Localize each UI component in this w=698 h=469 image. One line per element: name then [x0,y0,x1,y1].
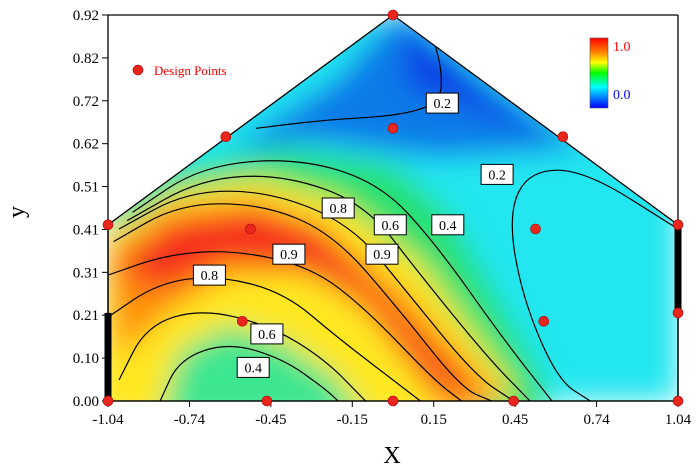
contour-label: 0.8 [192,264,226,286]
x-tick-label: 1.04 [665,412,692,428]
legend-marker [132,64,144,76]
contour-0.9-upper [113,203,492,401]
contour-label: 0.6 [373,214,407,236]
x-tick-label: -0.15 [337,412,368,428]
x-tick-label: 0.45 [502,412,528,428]
contour-0.4-lower [159,345,339,401]
contour-label-text: 0.2 [488,168,506,183]
contour-label-box [431,214,465,236]
design-point [672,395,684,407]
x-tick-label: -0.45 [255,412,286,428]
contour-label-text: 0.8 [329,202,347,217]
design-point [387,9,399,21]
x-tick-label: 0.74 [583,412,610,428]
contour-label-text: 0.9 [280,248,298,263]
x-tick-label: -1.04 [92,412,124,428]
contour-0.6-upper [126,175,531,401]
contour-label: 0.4 [431,214,465,236]
colorbar-max-label: 1.0 [613,40,631,55]
thick-edge-segments [104,224,682,401]
design-point [102,395,114,407]
y-tick-label: 0.51 [73,180,99,196]
contour-label: 0.4 [236,356,270,378]
field-red [119,212,476,393]
contour-0.6-lower [118,312,367,401]
contour-label-box [365,243,399,265]
contour-labels: 0.2 0.2 0.8 0.6 0.4 0.9 0.9 0.8 0.6 0.4 [192,92,514,378]
contour-0.4-upper [132,160,553,401]
contour-label-box [250,323,284,345]
y-tick-label: 0.82 [73,51,99,67]
design-point [261,395,273,407]
contour-label-box [192,264,226,286]
contour-label: 0.9 [365,243,399,265]
y-tick-label: 0.00 [73,394,99,410]
design-point [530,223,541,235]
contour-label-text: 0.8 [201,269,219,284]
contour-0.8-upper [118,190,514,401]
contour-label: 0.2 [425,92,459,114]
contour-label-text: 0.2 [434,97,452,112]
design-point [245,223,256,235]
x-axis-title: X [383,443,400,469]
design-point [557,131,569,142]
design-point [237,315,248,327]
y-tick-label: 0.10 [73,351,99,367]
design-point [538,315,550,327]
contour-label-box [480,163,514,185]
design-point [672,307,684,319]
y-tick-label: 0.31 [73,265,99,281]
legend: Design Points [132,63,227,78]
contour-label: 0.9 [272,243,306,265]
colorbar-min-label: 0.0 [613,88,631,103]
design-point [102,219,114,231]
contour-label-box [236,356,270,378]
contour-label-box [272,243,306,265]
contour-label-text: 0.6 [382,219,400,234]
y-tick-label: 0.21 [73,308,99,324]
contour-label: 0.8 [321,197,355,219]
contour-label-text: 0.4 [439,219,457,234]
y-tick-label: 0.72 [73,94,99,110]
y-tick-label: 0.62 [73,137,99,153]
design-point [508,395,519,407]
contour-0.2-right [511,169,678,401]
legend-label: Design Points [154,63,227,78]
contour-label: 0.6 [250,323,284,345]
design-point [387,123,399,134]
x-tick-label: 0.15 [421,412,447,428]
field-blue-top [228,15,585,158]
design-point [220,131,232,142]
contour-label-box [321,197,355,219]
colorbar-gradient [589,37,609,109]
contour-label: 0.2 [480,163,514,185]
design-point [387,395,399,407]
contour-label-box [425,92,459,114]
contour-0.8-lower [108,277,421,401]
design-point [672,219,684,231]
design-points [102,9,684,407]
colorbar: 1.0 0.0 [589,37,631,109]
y-tick-label: 0.41 [73,222,99,238]
contour-label-text: 0.9 [373,248,391,263]
x-tick-label: -0.74 [174,412,206,428]
contour-label-text: 0.6 [258,328,276,343]
y-axis-title: y [4,206,30,218]
y-tick-label: 0.92 [73,8,99,24]
contour-label-box [373,214,407,236]
contour-label-text: 0.4 [244,361,262,376]
